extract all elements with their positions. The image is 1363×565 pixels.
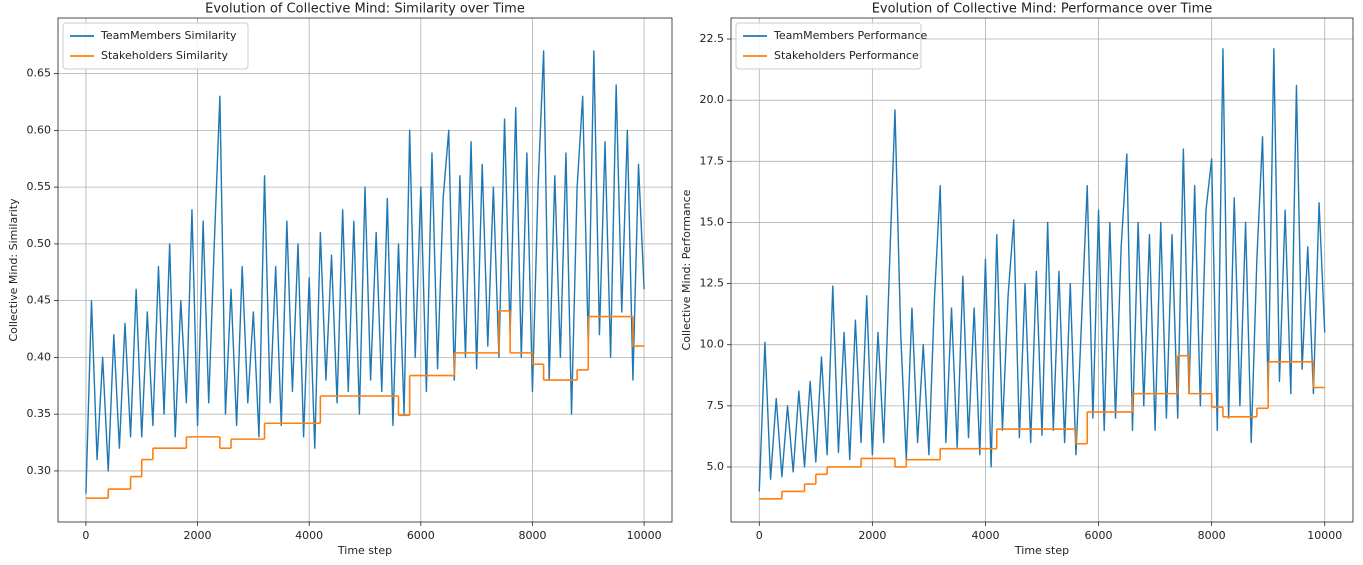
x-axis-label: Time step xyxy=(337,544,392,557)
plot-area xyxy=(758,48,1326,500)
subplot: Evolution of Collective Mind: Similarity… xyxy=(7,2,673,557)
chart-title: Evolution of Collective Mind: Similarity… xyxy=(205,2,525,17)
y-tick-label: 12.5 xyxy=(700,277,725,290)
x-tick-label: 10000 xyxy=(627,529,662,542)
axes-frame xyxy=(57,17,673,523)
x-tick-label: 6000 xyxy=(1085,529,1113,542)
y-tick-label: 10.0 xyxy=(700,338,725,351)
x-tick-label: 4000 xyxy=(295,529,323,542)
x-tick-label: 10000 xyxy=(1307,529,1342,542)
x-tick-label: 8000 xyxy=(1198,529,1226,542)
y-tick-label: 0.65 xyxy=(27,67,52,80)
y-tick-label: 5.0 xyxy=(707,460,725,473)
data-line xyxy=(758,48,1326,492)
legend-label: TeamMembers Similarity xyxy=(100,29,237,42)
plot-area xyxy=(85,50,645,499)
x-tick-label: 6000 xyxy=(407,529,435,542)
y-tick-label: 0.50 xyxy=(27,237,52,250)
chart-title: Evolution of Collective Mind: Performanc… xyxy=(872,2,1213,17)
legend-box xyxy=(735,22,922,70)
y-tick-label: 0.45 xyxy=(27,294,52,307)
y-tick-label: 20.0 xyxy=(700,93,725,106)
y-tick-label: 0.55 xyxy=(27,180,52,193)
legend-label: Stakeholders Performance xyxy=(774,49,919,62)
x-tick-label: 4000 xyxy=(971,529,999,542)
y-tick-label: 17.5 xyxy=(700,154,725,167)
x-tick-label: 2000 xyxy=(858,529,886,542)
y-tick-label: 0.40 xyxy=(27,350,52,363)
x-tick-label: 2000 xyxy=(184,529,212,542)
y-tick-label: 22.5 xyxy=(700,32,725,45)
y-tick-label: 15.0 xyxy=(700,215,725,228)
y-tick-label: 0.60 xyxy=(27,123,52,136)
y-tick-label: 7.5 xyxy=(707,399,725,412)
y-axis-label: Collective Mind: Similarity xyxy=(7,198,20,342)
y-axis-label: Collective Mind: Performance xyxy=(680,189,693,350)
legend-label: Stakeholders Similarity xyxy=(101,49,229,62)
axes-frame xyxy=(730,17,1354,523)
x-tick-label: 0 xyxy=(82,529,89,542)
subplot: Evolution of Collective Mind: Performanc… xyxy=(680,2,1354,557)
x-tick-label: 8000 xyxy=(518,529,546,542)
data-line xyxy=(85,50,645,494)
x-tick-label: 0 xyxy=(756,529,763,542)
legend-label: TeamMembers Performance xyxy=(773,29,927,42)
legend-box xyxy=(62,22,249,70)
y-tick-label: 0.35 xyxy=(27,407,52,420)
x-axis-label: Time step xyxy=(1014,544,1069,557)
y-tick-label: 0.30 xyxy=(27,464,52,477)
